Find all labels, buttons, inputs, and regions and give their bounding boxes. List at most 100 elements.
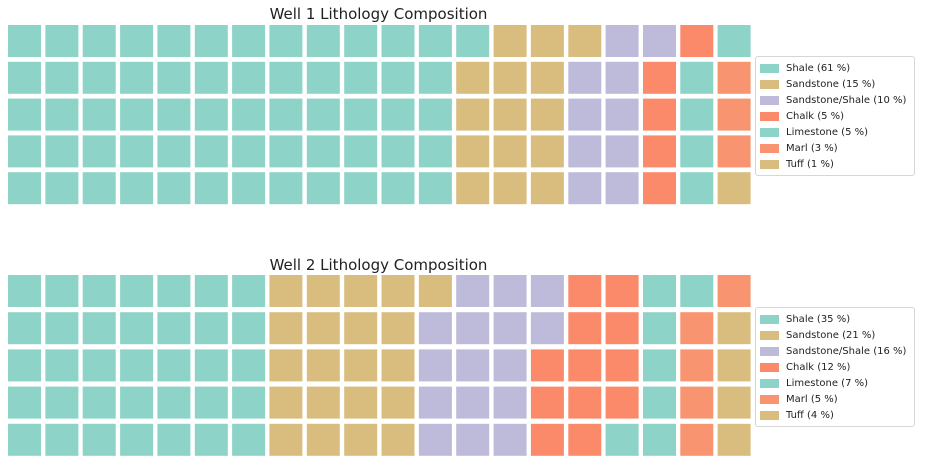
legend-label: Sandstone (15 %) xyxy=(786,78,876,90)
waffle-cell-sandstone xyxy=(456,98,490,131)
waffle-cell-chalk xyxy=(643,61,676,94)
waffle-cell-shale xyxy=(194,275,228,307)
waffle-cell-sandstone-shale xyxy=(568,172,602,205)
waffle-cell-shale xyxy=(45,61,79,94)
waffle-cell-shale xyxy=(120,98,154,131)
waffle-cell-sandstone-shale xyxy=(493,349,527,382)
legend-item: Shale (61 %) xyxy=(756,60,914,76)
waffle-cell-sandstone-shale xyxy=(456,349,490,382)
waffle-cell-shale xyxy=(269,98,303,131)
waffle-cell-limestone xyxy=(680,172,714,205)
legend-item: Tuff (1 %) xyxy=(756,156,914,172)
waffle-cell-shale xyxy=(269,135,303,168)
waffle-cell-tuff xyxy=(717,312,751,345)
waffle-cell-shale xyxy=(269,25,303,57)
waffle-cell-sandstone-shale xyxy=(568,135,602,168)
chart-title: Well 2 Lithology Composition xyxy=(269,256,488,274)
waffle-cell-marl xyxy=(680,349,714,382)
waffle-cell-sandstone xyxy=(530,25,564,57)
waffle-cell-shale xyxy=(232,349,266,382)
waffle-grid xyxy=(8,275,751,456)
waffle-cell-marl xyxy=(717,275,751,307)
waffle-cell-shale xyxy=(157,172,191,205)
legend-swatch xyxy=(760,346,779,356)
waffle-cell-shale xyxy=(456,25,490,57)
waffle-cell-shale xyxy=(344,61,378,94)
waffle-cell-sandstone xyxy=(493,61,527,94)
legend-swatch xyxy=(760,159,779,169)
waffle-cell-shale xyxy=(418,172,452,205)
waffle-cell-shale xyxy=(157,423,191,456)
waffle-cell-shale xyxy=(8,25,41,57)
legend-swatch xyxy=(760,143,779,153)
waffle-cell-shale xyxy=(232,135,266,168)
legend-item: Sandstone/Shale (10 %) xyxy=(756,92,914,108)
waffle-cell-sandstone-shale xyxy=(530,275,564,307)
waffle-cell-shale xyxy=(157,98,191,131)
waffle-cell-chalk xyxy=(530,349,564,382)
waffle-cell-chalk xyxy=(605,349,639,382)
waffle-cell-shale xyxy=(232,386,266,419)
legend-swatch xyxy=(760,63,779,73)
legend-swatch xyxy=(760,95,779,105)
waffle-cell-limestone xyxy=(717,25,751,57)
waffle-cell-chalk xyxy=(530,423,564,456)
waffle-cell-sandstone xyxy=(344,312,378,345)
waffle-cell-shale xyxy=(157,349,191,382)
waffle-cell-shale xyxy=(82,25,116,57)
waffle-cell-sandstone-shale xyxy=(456,275,490,307)
waffle-cell-shale xyxy=(8,135,41,168)
waffle-cell-sandstone xyxy=(306,312,340,345)
legend-label: Marl (3 %) xyxy=(786,142,838,154)
waffle-cell-shale xyxy=(8,423,41,456)
waffle-cell-shale xyxy=(344,172,378,205)
waffle-cell-tuff xyxy=(717,386,751,419)
waffle-cell-sandstone xyxy=(344,349,378,382)
waffle-cell-shale xyxy=(194,423,228,456)
waffle-cell-shale xyxy=(344,98,378,131)
waffle-cell-sandstone-shale xyxy=(605,25,639,57)
waffle-cell-limestone xyxy=(643,349,676,382)
waffle-cell-limestone xyxy=(680,135,714,168)
legend-swatch xyxy=(760,378,779,388)
waffle-cell-sandstone xyxy=(568,25,602,57)
waffle-cell-shale xyxy=(82,172,116,205)
waffle-cell-shale xyxy=(8,61,41,94)
waffle-cell-marl xyxy=(680,423,714,456)
waffle-cell-sandstone xyxy=(306,275,340,307)
waffle-cell-sandstone xyxy=(493,25,527,57)
waffle-cell-sandstone-shale xyxy=(568,98,602,131)
waffle-cell-tuff xyxy=(717,172,751,205)
waffle-cell-shale xyxy=(194,172,228,205)
waffle-cell-shale xyxy=(306,172,340,205)
waffle-cell-shale xyxy=(120,275,154,307)
waffle-cell-shale xyxy=(381,61,415,94)
legend-label: Limestone (7 %) xyxy=(786,377,869,389)
waffle-cell-sandstone xyxy=(418,275,452,307)
legend-label: Tuff (4 %) xyxy=(786,409,834,421)
waffle-cell-chalk xyxy=(605,386,639,419)
waffle-cell-shale xyxy=(8,312,41,345)
waffle-cell-shale xyxy=(82,386,116,419)
waffle-cell-limestone xyxy=(680,98,714,131)
waffle-cell-chalk xyxy=(568,386,602,419)
waffle-cell-shale xyxy=(194,349,228,382)
waffle-cell-shale xyxy=(306,135,340,168)
waffle-cell-shale xyxy=(232,312,266,345)
waffle-cell-sandstone xyxy=(530,98,564,131)
waffle-cell-sandstone-shale xyxy=(456,423,490,456)
waffle-cell-shale xyxy=(8,386,41,419)
waffle-cell-shale xyxy=(157,386,191,419)
waffle-cell-shale xyxy=(120,25,154,57)
waffle-cell-sandstone xyxy=(456,135,490,168)
legend-swatch xyxy=(760,314,779,324)
waffle-cell-shale xyxy=(120,135,154,168)
waffle-cell-shale xyxy=(8,98,41,131)
waffle-cell-sandstone xyxy=(344,423,378,456)
waffle-cell-sandstone-shale xyxy=(493,386,527,419)
waffle-cell-shale xyxy=(45,135,79,168)
waffle-cell-shale xyxy=(232,275,266,307)
waffle-cell-sandstone-shale xyxy=(530,312,564,345)
waffle-cell-shale xyxy=(8,349,41,382)
legend-label: Limestone (5 %) xyxy=(786,126,869,138)
